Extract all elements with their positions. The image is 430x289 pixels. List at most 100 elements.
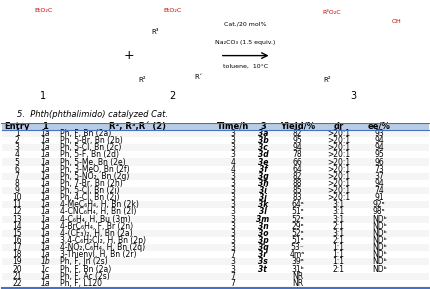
Text: 93: 93 <box>374 129 383 138</box>
Text: 64: 64 <box>292 165 301 174</box>
Text: >20:1: >20:1 <box>326 150 349 160</box>
Text: 1a: 1a <box>40 272 50 281</box>
Text: Ph, F, Jn (2s): Ph, F, Jn (2s) <box>60 257 107 266</box>
Text: 3-Thienyl, H, Bn (2r): 3-Thienyl, H, Bn (2r) <box>60 250 136 259</box>
Bar <box>2 251 428 258</box>
Text: NR: NR <box>291 272 302 281</box>
Text: 39ᵃ: 39ᵃ <box>290 257 303 266</box>
Text: 73: 73 <box>374 165 383 174</box>
Text: 51ᵃ: 51ᵃ <box>290 208 303 216</box>
Text: >20:1: >20:1 <box>326 186 349 195</box>
Text: Ph, 5-Me, Bn (2e): Ph, 5-Me, Bn (2e) <box>60 158 125 166</box>
Text: 3: 3 <box>230 186 235 195</box>
Bar <box>2 194 428 201</box>
Bar <box>2 230 428 237</box>
Text: 3t: 3t <box>258 264 267 273</box>
Text: 3g: 3g <box>257 172 267 181</box>
Text: Entry: Entry <box>4 122 30 131</box>
Text: Ph, F, Ac (2s): Ph, F, Ac (2s) <box>60 272 109 281</box>
Text: 3: 3 <box>230 136 235 145</box>
Text: R´: R´ <box>194 74 202 80</box>
Text: 21: 21 <box>12 272 22 281</box>
Text: R³O₂C: R³O₂C <box>322 10 341 15</box>
Text: 4-CNC₆H₄, H, Bn (2l): 4-CNC₆H₄, H, Bn (2l) <box>60 208 136 216</box>
Text: dr: dr <box>332 122 343 131</box>
Bar <box>2 123 428 130</box>
Bar <box>2 237 428 244</box>
Bar <box>2 166 428 173</box>
Text: 4-NO₂,C₆H₄, H, Bn (2q): 4-NO₂,C₆H₄, H, Bn (2q) <box>60 243 145 252</box>
Text: 3l: 3l <box>258 208 266 216</box>
Text: NDᵇ: NDᵇ <box>371 264 386 273</box>
Text: 5: 5 <box>15 158 20 166</box>
Text: 3: 3 <box>230 236 235 245</box>
Bar <box>2 201 428 208</box>
Text: 53⁻: 53⁻ <box>290 243 304 252</box>
Text: R³: R³ <box>151 29 159 35</box>
Text: 19: 19 <box>12 257 22 266</box>
Text: 78: 78 <box>292 150 301 160</box>
Text: 3: 3 <box>230 193 235 202</box>
Text: ee/%: ee/% <box>367 122 390 131</box>
Text: NDᵇ: NDᵇ <box>371 229 386 238</box>
Bar <box>2 273 428 280</box>
Text: 3: 3 <box>230 129 235 138</box>
Text: 1a: 1a <box>40 158 50 166</box>
Text: 92ᵃ: 92ᵃ <box>372 200 385 209</box>
Text: 11: 11 <box>12 200 22 209</box>
Text: 3: 3 <box>230 222 235 231</box>
Bar <box>2 144 428 151</box>
Text: 2:1: 2:1 <box>332 222 344 231</box>
Text: 12: 12 <box>12 208 22 216</box>
Text: Cat./20 mol%: Cat./20 mol% <box>224 21 266 26</box>
Text: 1a: 1a <box>40 129 50 138</box>
Text: 83: 83 <box>292 193 301 202</box>
Text: 3o: 3o <box>257 229 267 238</box>
Text: 4-C₆H₄, H, Bu (3m): 4-C₆H₄, H, Bu (3m) <box>60 215 130 224</box>
Text: 2:1: 2:1 <box>332 236 344 245</box>
Text: 3:1: 3:1 <box>332 229 344 238</box>
Text: >20:1: >20:1 <box>326 165 349 174</box>
Text: 3q: 3q <box>257 243 267 252</box>
Text: R²: R² <box>323 77 331 83</box>
Text: 22: 22 <box>12 279 22 288</box>
Text: 4: 4 <box>230 165 235 174</box>
Text: 1a: 1a <box>40 222 50 231</box>
Text: 1a: 1a <box>40 208 50 216</box>
Text: 4-BrC₆H₄, F, Br (2n): 4-BrC₆H₄, F, Br (2n) <box>60 222 133 231</box>
Text: 1a: 1a <box>40 250 50 259</box>
Text: Ph, 7-Br, Bn (2h): Ph, 7-Br, Bn (2h) <box>60 179 123 188</box>
Text: 3: 3 <box>230 257 235 266</box>
Text: 1a: 1a <box>40 236 50 245</box>
Text: 3n: 3n <box>257 222 267 231</box>
Text: 1a: 1a <box>40 186 50 195</box>
Text: >20:1: >20:1 <box>326 129 349 138</box>
Text: +: + <box>124 49 134 62</box>
Text: 8: 8 <box>15 179 20 188</box>
Bar <box>2 208 428 216</box>
Text: 31ᵇ: 31ᵇ <box>290 264 303 273</box>
Text: 3: 3 <box>230 264 235 273</box>
Text: 20: 20 <box>12 264 22 273</box>
Text: 3: 3 <box>230 179 235 188</box>
Text: 7: 7 <box>230 250 235 259</box>
Text: 52ᵃ: 52ᵃ <box>290 215 303 224</box>
Text: 3: 3 <box>230 172 235 181</box>
Text: Ph, 3-MeO, Bn (2f): Ph, 3-MeO, Bn (2f) <box>60 165 129 174</box>
Bar <box>2 187 428 194</box>
Text: 3a: 3a <box>257 129 267 138</box>
Text: 1a: 1a <box>40 150 50 160</box>
Text: >20:1: >20:1 <box>326 143 349 152</box>
Text: 2: 2 <box>169 91 175 101</box>
Bar <box>2 130 428 137</box>
Text: 14: 14 <box>12 222 22 231</box>
Text: 4-(CF₃)₂, H, Bn (2a): 4-(CF₃)₂, H, Bn (2a) <box>60 229 132 238</box>
Text: >20:1: >20:1 <box>326 136 349 145</box>
Text: 1a: 1a <box>40 179 50 188</box>
Text: 1a: 1a <box>40 243 50 252</box>
Text: 1a: 1a <box>40 229 50 238</box>
Text: 6: 6 <box>15 165 20 174</box>
Text: Ph, 5-F, Bn (2d): Ph, 5-F, Bn (2d) <box>60 150 119 160</box>
Text: 3r: 3r <box>258 250 267 259</box>
Text: 3c: 3c <box>258 143 267 152</box>
